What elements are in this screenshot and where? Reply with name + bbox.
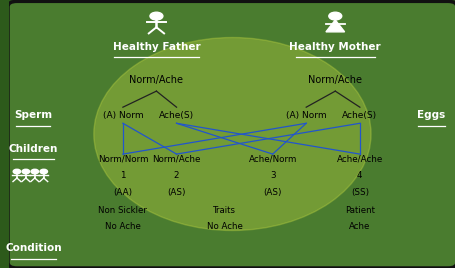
Text: Patient: Patient (344, 206, 374, 215)
Text: (AS): (AS) (263, 188, 281, 198)
Circle shape (31, 169, 39, 174)
Text: Norm/Ache: Norm/Ache (308, 75, 361, 85)
Text: Traits: Traits (212, 206, 236, 215)
Text: Children: Children (9, 144, 58, 154)
Circle shape (13, 169, 20, 174)
Text: (AA): (AA) (113, 188, 132, 198)
Text: Ache(S): Ache(S) (159, 111, 194, 120)
Text: Norm/Ache: Norm/Ache (129, 75, 183, 85)
Circle shape (150, 12, 162, 20)
Text: Condition: Condition (5, 243, 61, 253)
Text: 4: 4 (356, 171, 362, 180)
Text: Non Sickler: Non Sickler (98, 206, 147, 215)
Text: (AS): (AS) (167, 188, 185, 198)
Text: 1: 1 (120, 171, 126, 180)
Text: Ache(S): Ache(S) (342, 111, 377, 120)
Text: Norm/Norm: Norm/Norm (97, 155, 148, 164)
Text: (SS): (SS) (350, 188, 368, 198)
Text: 2: 2 (173, 171, 179, 180)
Ellipse shape (94, 38, 370, 230)
Text: Eggs: Eggs (416, 110, 445, 120)
Text: Ache/Norm: Ache/Norm (248, 155, 296, 164)
Text: (A) Norm: (A) Norm (102, 111, 143, 120)
Text: Healthy Father: Healthy Father (112, 42, 200, 52)
Circle shape (22, 169, 30, 174)
FancyBboxPatch shape (8, 1, 455, 268)
Polygon shape (325, 20, 344, 32)
Text: (A) Norm: (A) Norm (285, 111, 326, 120)
Text: Healthy Mother: Healthy Mother (289, 42, 380, 52)
Text: Sperm: Sperm (15, 110, 52, 120)
Circle shape (328, 12, 341, 20)
Text: No Ache: No Ache (105, 222, 141, 231)
Circle shape (40, 169, 47, 174)
Text: Ache/Ache: Ache/Ache (336, 155, 382, 164)
Text: 3: 3 (269, 171, 275, 180)
Text: Ache: Ache (349, 222, 370, 231)
Text: Norm/Ache: Norm/Ache (152, 155, 200, 164)
Text: No Ache: No Ache (206, 222, 242, 231)
